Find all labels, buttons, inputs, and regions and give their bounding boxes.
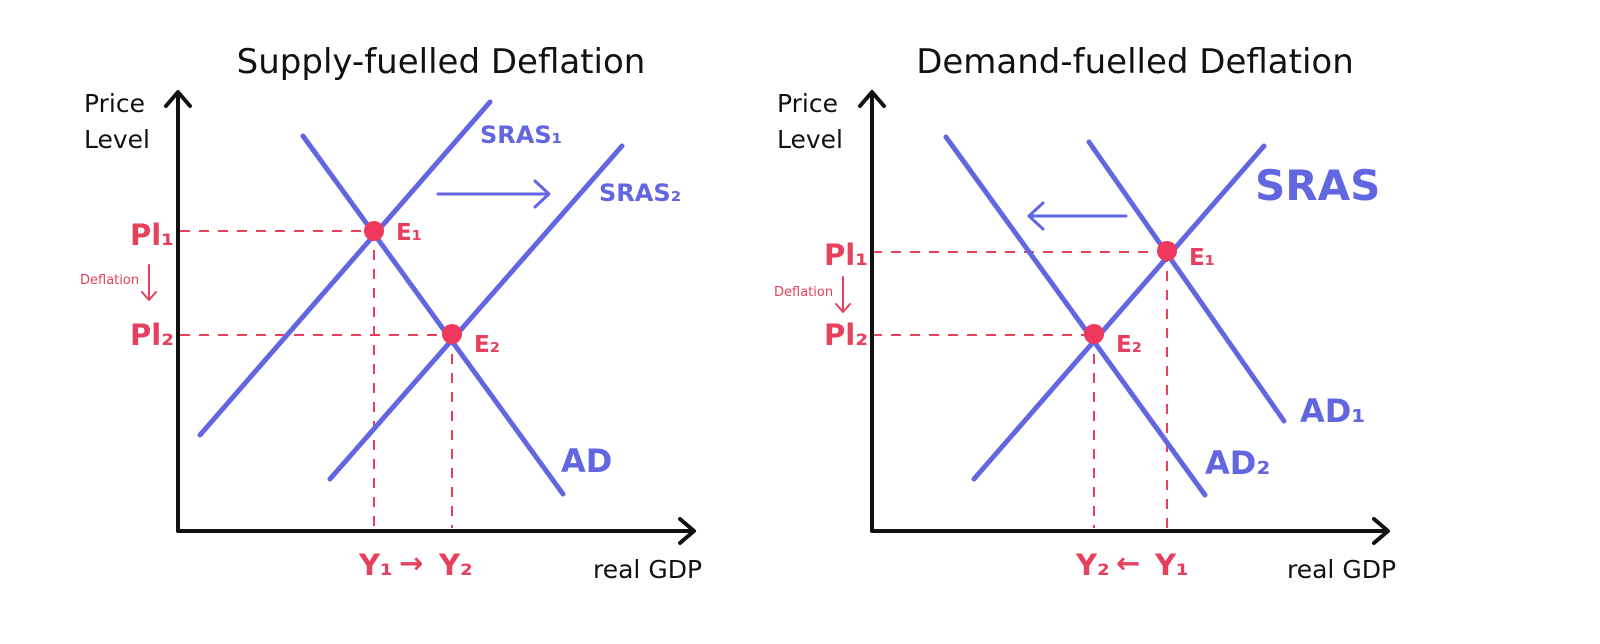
left-y-axis-label-line2: Level [84,125,150,154]
supply-deflation-diagram: Supply-fuelled Deflation Price Level rea… [80,42,702,584]
right-shift-left-arrow-icon [1027,201,1128,231]
left-sras2-curve [327,143,625,482]
left-equilibrium-e2 [442,324,462,344]
left-equilibrium-e1 [364,221,384,241]
right-ad1-curve [1086,139,1287,424]
right-pl2-label: Pl₂ [824,318,868,352]
right-sras-label: SRAS [1255,161,1380,210]
right-e2-label: E₂ [1116,332,1142,358]
right-equilibrium-e2 [1084,324,1104,344]
left-e2-label: E₂ [474,332,500,358]
left-sras1-curve [197,99,493,438]
right-ad2-label: AD₂ [1205,444,1270,482]
right-title: Demand-fuelled Deflation [916,42,1354,82]
left-x-axis-label: real GDP [593,555,702,584]
left-ad-label: AD [561,442,612,480]
right-axes [870,91,1389,533]
left-deflation-label: Deflation [80,273,139,288]
left-y2-label: Y₂ [438,548,473,582]
left-pl2-label: Pl₂ [130,318,174,352]
right-y-axis-label-line1: Price [777,89,838,118]
left-shift-right-arrow-icon [436,179,551,209]
left-e1-label: E₁ [396,220,422,246]
left-y-arrowhead [164,90,192,108]
left-deflation-down-arrow-icon [141,264,157,301]
left-y-axis-label-line1: Price [84,89,145,118]
right-y-axis-label-line2: Level [777,125,843,154]
left-sras1-label: SRAS₁ [480,121,562,149]
left-y1-label: Y₁ [358,548,393,582]
left-title: Supply-fuelled Deflation [237,42,646,82]
right-deflation-down-arrow-icon [835,276,851,313]
left-ad-curve [300,133,566,497]
right-y-shift-arrow: ← [1116,546,1140,580]
left-x-arrowhead [678,517,696,545]
right-y-arrowhead [858,90,886,108]
left-y-shift-arrow: → [399,546,423,580]
right-equilibrium-e1 [1157,241,1177,261]
right-y1-label: Y₁ [1154,548,1189,582]
right-sras-curve [971,143,1267,482]
right-ad1-label: AD₁ [1300,392,1365,430]
left-sras2-label: SRAS₂ [599,179,681,207]
right-deflation-label: Deflation [774,285,833,300]
left-axes [176,91,695,533]
right-x-axis-label: real GDP [1287,555,1396,584]
right-y2-label: Y₂ [1075,548,1110,582]
right-x-arrowhead [1372,517,1390,545]
right-pl1-label: Pl₁ [824,238,868,272]
right-ad2-curve [943,134,1208,498]
left-pl1-label: Pl₁ [130,218,174,252]
demand-deflation-diagram: Demand-fuelled Deflation Price Level rea… [774,42,1396,584]
right-e1-label: E₁ [1189,245,1215,271]
